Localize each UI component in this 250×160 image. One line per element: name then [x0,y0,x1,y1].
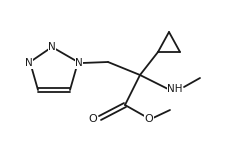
Text: O: O [88,114,97,124]
Text: N: N [75,58,82,68]
Text: N: N [48,42,56,52]
Text: NH: NH [166,84,182,94]
Text: N: N [25,58,33,68]
Text: O: O [144,114,153,124]
